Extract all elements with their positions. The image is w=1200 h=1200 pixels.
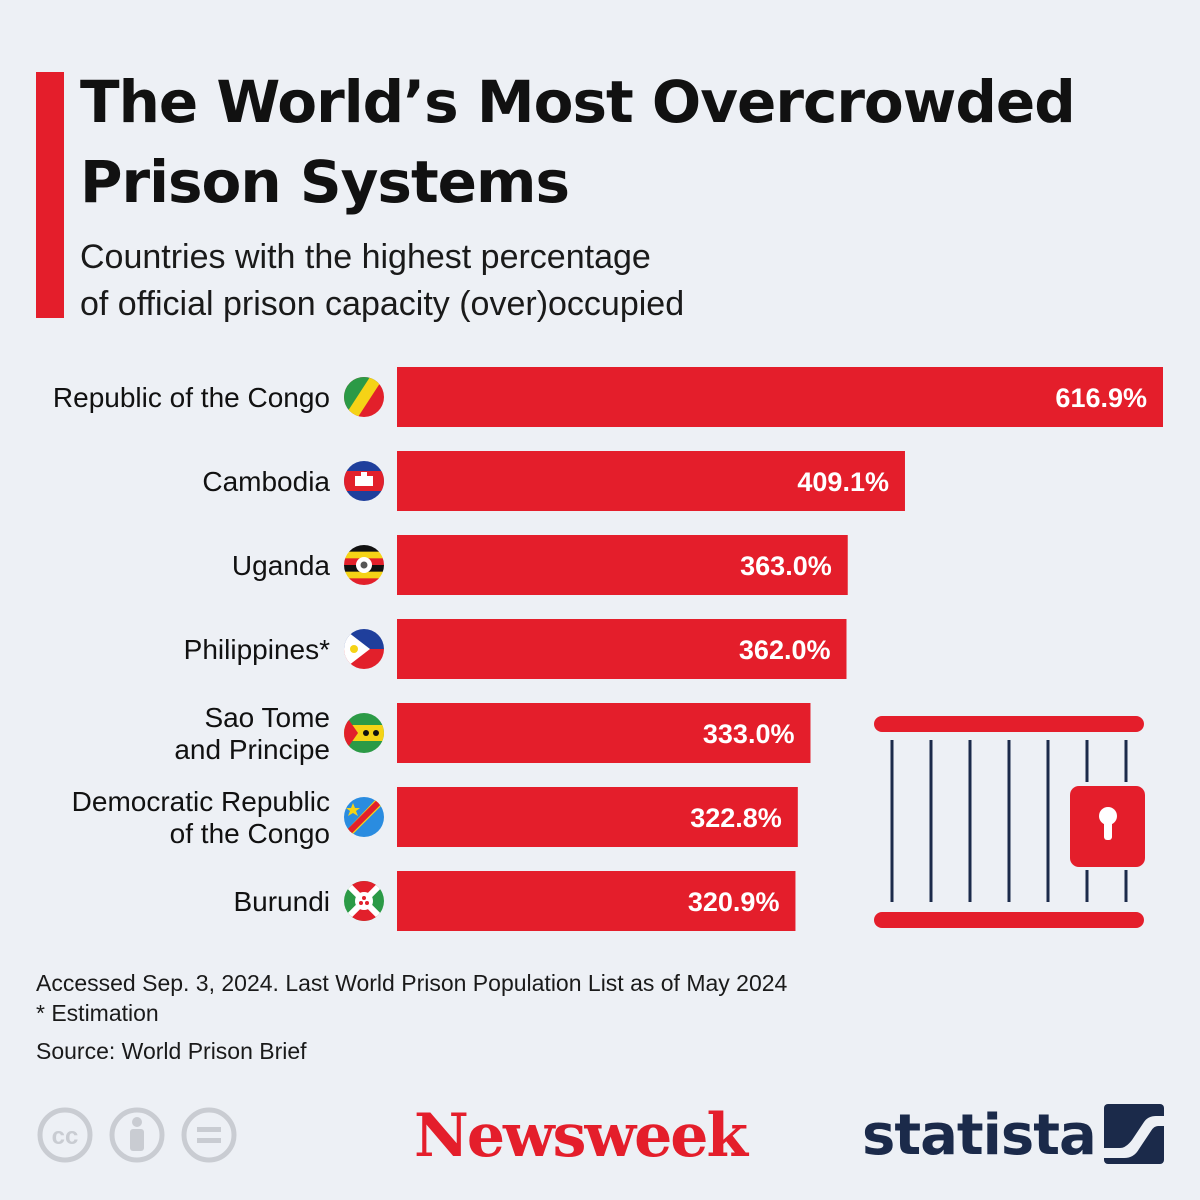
chart-subtitle: Countries with the highest percentage of…: [80, 234, 684, 328]
statista-logo: statista: [862, 1103, 1097, 1168]
prison-bottom-rail: [874, 912, 1144, 928]
title-accent-bar: [36, 72, 64, 318]
bar-value-label: 320.9%: [688, 887, 780, 917]
philippines-flag-icon: [344, 629, 384, 669]
source-note: Source: World Prison Brief: [36, 1038, 307, 1064]
chart-title-line-1: The World’s Most Overcrowded: [80, 68, 1076, 136]
category-label: Republic of the Congo: [53, 382, 330, 413]
prison-vertical-bars: [890, 740, 1128, 902]
bar-value-label: 322.8%: [690, 803, 782, 833]
bar-value-label: 333.0%: [703, 719, 795, 749]
category-label: Uganda: [232, 550, 331, 581]
bar: [397, 703, 811, 763]
no-derivatives-icon: [181, 1107, 237, 1163]
bar: [397, 451, 905, 511]
bar-value-label: 616.9%: [1055, 383, 1147, 413]
attribution-icon: [109, 1107, 165, 1163]
sao-tome-flag-icon: [344, 713, 384, 753]
uganda-flag-icon: [344, 545, 384, 585]
bar: [397, 367, 1163, 427]
estimation-note: * Estimation: [36, 1000, 159, 1026]
bar-value-label: 362.0%: [739, 635, 831, 665]
category-label: Philippines*: [184, 634, 330, 665]
category-label: and Principe: [174, 734, 330, 765]
bar: [397, 535, 848, 595]
bar: [397, 871, 796, 931]
prison-top-rail: [874, 716, 1144, 732]
newsweek-logo: Newsweek: [414, 1101, 748, 1171]
bar-chart: 616.9% Republic of the Congo 409.1% Cambodi…: [53, 367, 1163, 931]
chart-subtitle-line-2: of official prison capacity (over)occupi…: [80, 285, 685, 323]
bar: [397, 787, 798, 847]
category-label: Burundi: [233, 886, 330, 917]
category-label: Sao Tome: [204, 702, 330, 733]
prison-bars-illustration: [874, 716, 1145, 928]
chart-title: The World’s Most Overcrowded Prison Syst…: [80, 62, 1076, 222]
category-label: of the Congo: [170, 818, 330, 849]
footnotes: Accessed Sep. 3, 2024. Last World Prison…: [36, 968, 787, 1066]
svg-text:cc: cc: [52, 1123, 79, 1150]
statista-mark-icon: [1104, 1104, 1164, 1164]
cambodia-flag-icon: [344, 461, 384, 501]
chart-subtitle-line-1: Countries with the highest percentage: [80, 238, 651, 276]
bar-value-label: 409.1%: [797, 467, 889, 497]
chart-title-line-2: Prison Systems: [80, 148, 570, 216]
congo-flag-icon: [344, 377, 384, 417]
category-label: Democratic Republic: [72, 786, 330, 817]
drc-flag-icon: [344, 797, 384, 837]
bar-value-label: 363.0%: [740, 551, 832, 581]
access-note: Accessed Sep. 3, 2024. Last World Prison…: [36, 970, 788, 996]
category-label: Cambodia: [202, 466, 330, 497]
burundi-flag-icon: [344, 881, 384, 921]
cc-icon: cc: [37, 1107, 93, 1163]
bar: [397, 619, 847, 679]
license-icons: cc: [37, 1107, 237, 1163]
